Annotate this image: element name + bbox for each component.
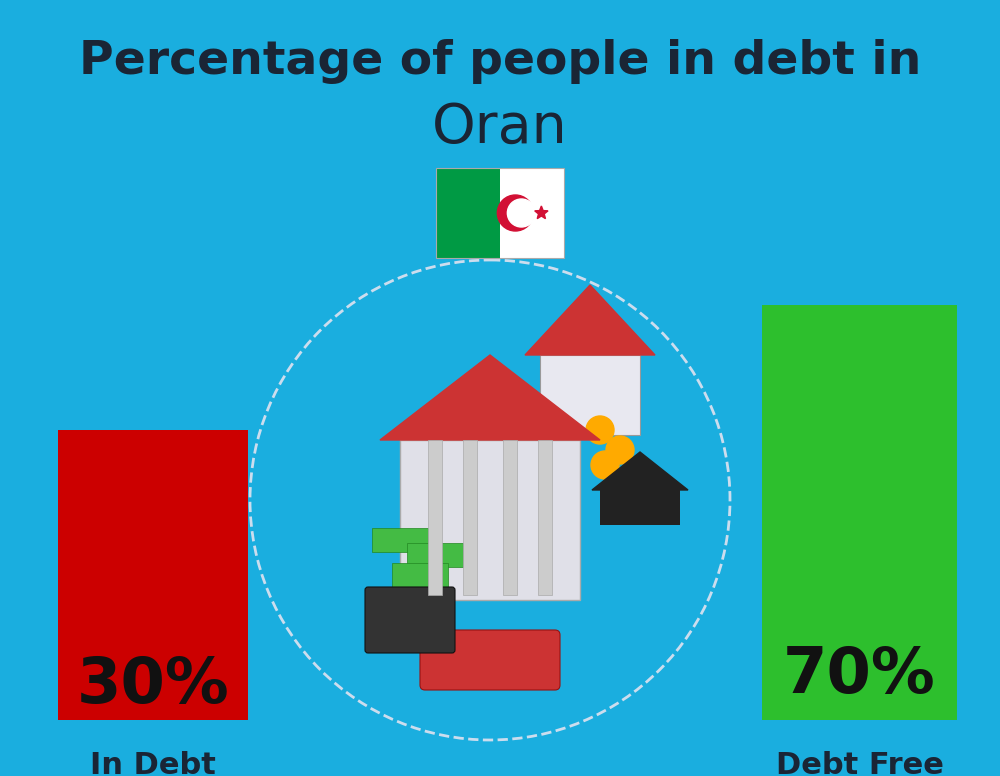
Circle shape (507, 199, 535, 227)
Circle shape (591, 451, 619, 479)
Polygon shape (592, 452, 688, 490)
Text: 30%: 30% (77, 654, 229, 716)
Bar (463, 440, 477, 595)
FancyBboxPatch shape (420, 630, 560, 690)
Circle shape (250, 260, 730, 740)
FancyBboxPatch shape (365, 587, 455, 653)
Bar (503, 440, 517, 595)
Circle shape (606, 436, 634, 464)
Polygon shape (535, 206, 548, 219)
Polygon shape (380, 355, 600, 440)
Text: 70%: 70% (783, 644, 936, 706)
Polygon shape (525, 285, 655, 355)
Bar (436, 168, 564, 258)
Bar (392, 563, 448, 587)
Bar (407, 543, 463, 567)
Bar (600, 490, 680, 525)
Circle shape (497, 195, 533, 231)
Bar (538, 440, 552, 595)
Bar (762, 305, 957, 720)
Bar (540, 355, 640, 435)
Bar (436, 168, 500, 258)
Text: Oran: Oran (432, 101, 568, 155)
Text: In Debt: In Debt (90, 750, 216, 776)
Circle shape (586, 416, 614, 444)
Text: Debt Free: Debt Free (776, 750, 943, 776)
Bar (372, 528, 428, 552)
Bar (400, 440, 580, 600)
Text: Percentage of people in debt in: Percentage of people in debt in (79, 40, 921, 85)
Bar (428, 440, 442, 595)
Bar (58, 430, 248, 720)
Bar (500, 168, 564, 258)
